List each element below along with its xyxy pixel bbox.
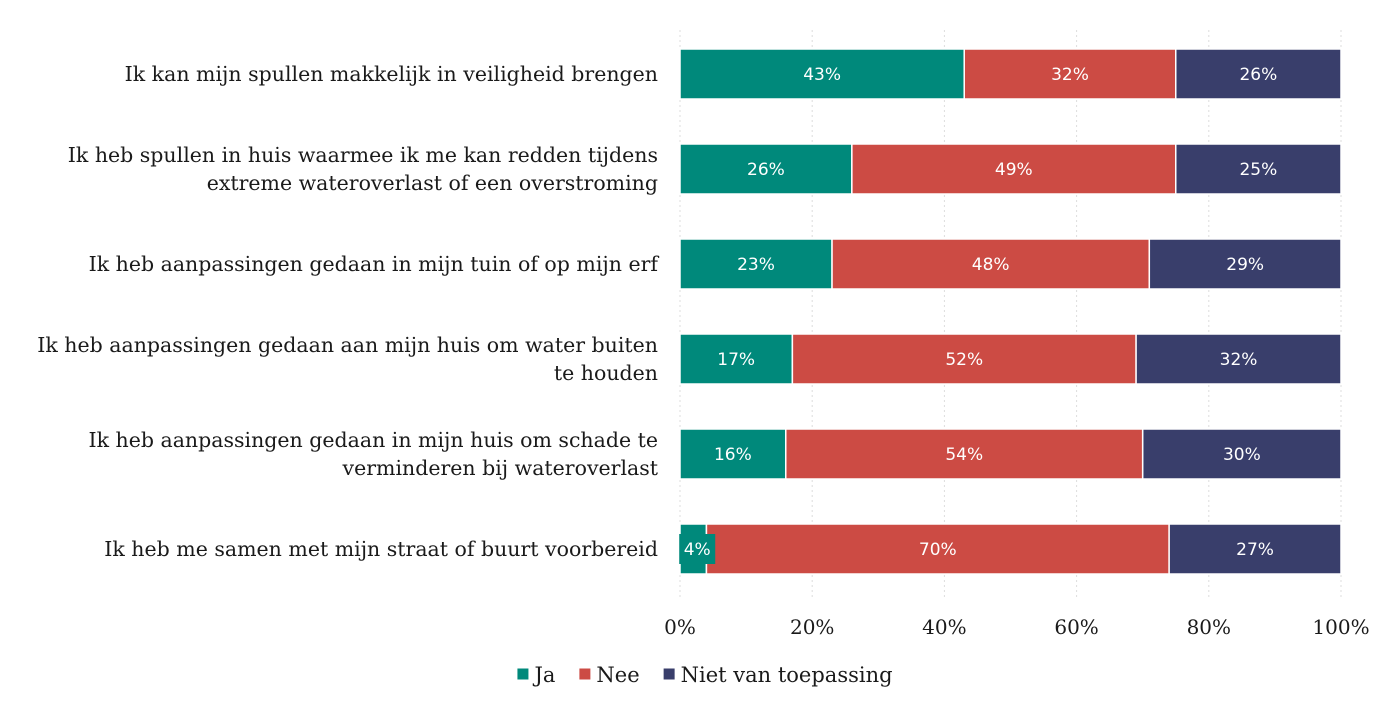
bar-niet-van-toepassing bbox=[1135, 333, 1342, 385]
bar-nee bbox=[791, 333, 1137, 385]
x-tick-label: 100% bbox=[1312, 615, 1369, 639]
x-tick-label: 80% bbox=[1187, 615, 1231, 639]
category-label-line: Ik heb aanpassingen gedaan in mijn huis … bbox=[88, 428, 658, 452]
category-label-line: verminderen bij wateroverlast bbox=[342, 456, 659, 480]
bar-ja bbox=[679, 48, 965, 100]
bar-ja bbox=[679, 428, 787, 480]
data-label: 49% bbox=[995, 160, 1033, 180]
legend-label: Nee bbox=[596, 663, 639, 687]
data-label: 32% bbox=[1220, 350, 1258, 370]
data-label: 26% bbox=[1239, 65, 1277, 85]
legend-item: Niet van toepassing bbox=[663, 663, 893, 687]
legend-item: Nee bbox=[579, 663, 640, 687]
legend-swatch bbox=[517, 668, 529, 680]
x-axis-ticks: 0% 20% 40% 60% 80% 100% bbox=[664, 615, 1369, 639]
legend-label: Ja bbox=[532, 663, 555, 687]
bar-ja bbox=[679, 143, 853, 195]
data-label-box bbox=[679, 534, 716, 564]
data-label: 43% bbox=[803, 65, 841, 85]
bar-nee bbox=[785, 428, 1144, 480]
category-label: Ik heb aanpassingen gedaan in mijn huis … bbox=[88, 428, 658, 480]
data-labels: 43% 32% 26% 26% 49% 25% 23% 48% 29% 17% 52% 32% 16% 5… bbox=[679, 65, 1277, 564]
legend-label: Niet van toepassing bbox=[681, 663, 893, 687]
legend-swatch bbox=[579, 668, 591, 680]
bar-niet-van-toepassing bbox=[1175, 143, 1342, 195]
bar-niet-van-toepassing bbox=[1175, 48, 1342, 100]
data-label: 70% bbox=[919, 540, 957, 560]
category-label: Ik heb me samen met mijn straat of buurt… bbox=[104, 537, 658, 561]
data-label: 17% bbox=[717, 350, 755, 370]
category-label-line: te houden bbox=[554, 361, 658, 385]
data-label: 25% bbox=[1239, 160, 1277, 180]
data-label: 54% bbox=[945, 445, 983, 465]
data-label: 4% bbox=[684, 540, 711, 560]
bars bbox=[679, 48, 1342, 575]
bar-ja bbox=[679, 238, 833, 290]
category-label-line: Ik kan mijn spullen makkelijk in veiligh… bbox=[125, 62, 658, 86]
bar-nee bbox=[831, 238, 1151, 290]
x-tick-label: 40% bbox=[922, 615, 966, 639]
data-label: 29% bbox=[1226, 255, 1264, 275]
data-label: 30% bbox=[1223, 445, 1261, 465]
category-label-line: extreme wateroverlast of een overstromin… bbox=[207, 171, 658, 195]
category-label: Ik heb spullen in huis waarmee ik me kan… bbox=[68, 143, 658, 195]
x-tick-label: 20% bbox=[790, 615, 834, 639]
data-label: 32% bbox=[1051, 65, 1089, 85]
category-label: Ik heb aanpassingen gedaan aan mijn huis… bbox=[37, 333, 658, 385]
legend-item: Ja bbox=[517, 663, 555, 687]
category-label-line: Ik heb me samen met mijn straat of buurt… bbox=[104, 537, 658, 561]
category-label: Ik heb aanpassingen gedaan in mijn tuin … bbox=[89, 252, 660, 276]
data-label: 16% bbox=[714, 445, 752, 465]
grid-lines bbox=[679, 30, 1342, 600]
x-tick-label: 60% bbox=[1054, 615, 1098, 639]
data-label: 27% bbox=[1236, 540, 1274, 560]
category-labels: Ik kan mijn spullen makkelijk in veiligh… bbox=[37, 62, 659, 561]
data-label: 48% bbox=[972, 255, 1010, 275]
data-label: 52% bbox=[945, 350, 983, 370]
bar-nee bbox=[851, 143, 1177, 195]
category-label: Ik kan mijn spullen makkelijk in veiligh… bbox=[125, 62, 658, 86]
data-label: 26% bbox=[747, 160, 785, 180]
category-label-line: Ik heb aanpassingen gedaan aan mijn huis… bbox=[37, 333, 658, 357]
category-label-line: Ik heb aanpassingen gedaan in mijn tuin … bbox=[89, 252, 660, 276]
bar-niet-van-toepassing bbox=[1148, 238, 1342, 290]
legend-swatch bbox=[663, 668, 675, 680]
x-tick-label: 0% bbox=[664, 615, 696, 639]
bar-niet-van-toepassing bbox=[1141, 428, 1342, 480]
data-label: 23% bbox=[737, 255, 775, 275]
bar-nee bbox=[705, 523, 1170, 575]
category-label-line: Ik heb spullen in huis waarmee ik me kan… bbox=[68, 143, 658, 167]
bar-niet-van-toepassing bbox=[1168, 523, 1342, 575]
legend: Ja Nee Niet van toepassing bbox=[517, 663, 893, 687]
bar-ja bbox=[679, 333, 794, 385]
